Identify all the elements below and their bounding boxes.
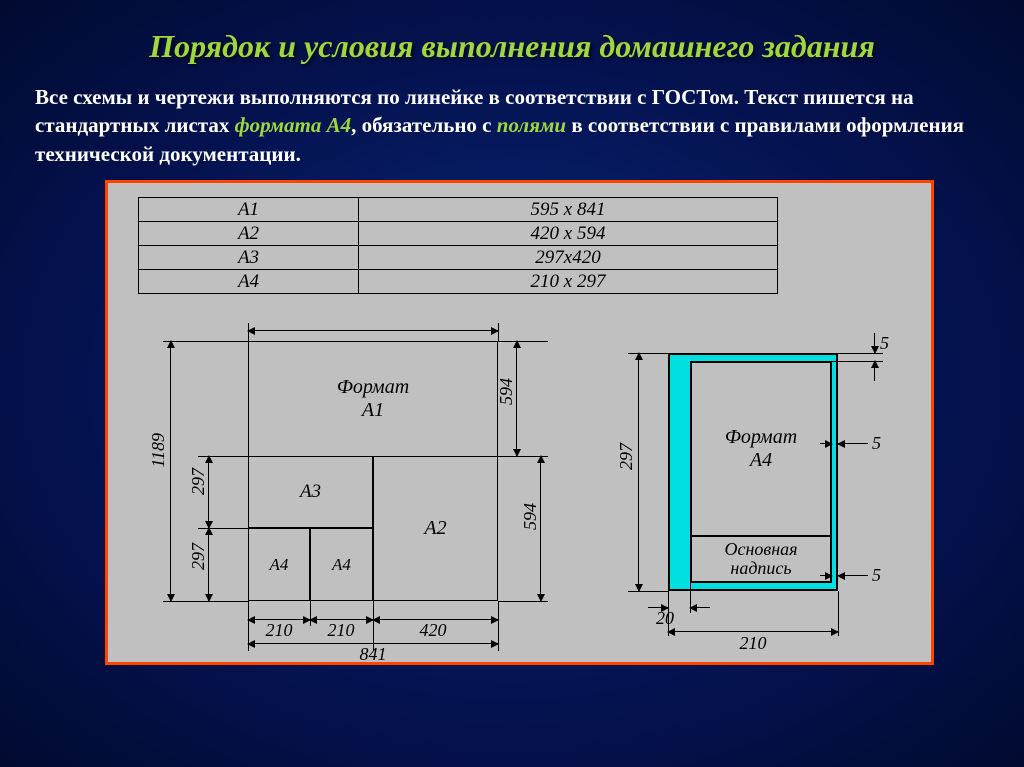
a4-margin-diagram: Формат А4 Основная надпись 297 210 20 bbox=[108, 183, 931, 662]
dim-line-297 bbox=[638, 353, 639, 591]
a4-title-block: Основная надпись bbox=[692, 535, 830, 581]
dim-210: 210 bbox=[728, 633, 778, 654]
slide-title: Порядок и условия выполнения домашнего з… bbox=[0, 0, 1024, 83]
ext-line bbox=[832, 438, 872, 439]
a4-inner: Формат А4 Основная надпись bbox=[690, 361, 832, 583]
intro-paragraph: Все схемы и чертежи выполняются по линей… bbox=[0, 83, 1024, 180]
diagram-panel: А1 595 х 841 А2 420 х 594 А3 297х420 А4 … bbox=[105, 180, 934, 665]
dim-line-m5r2-a bbox=[820, 575, 832, 576]
a4-main-area: Формат А4 bbox=[692, 363, 830, 535]
ext-line bbox=[628, 353, 668, 354]
a4-main-label: Формат А4 bbox=[725, 426, 797, 472]
dim-line-m5t-a bbox=[874, 333, 875, 353]
dim-m5-right-b: 5 bbox=[872, 565, 881, 586]
dim-line-210 bbox=[668, 631, 838, 632]
highlight-format-a4: формата А4 bbox=[235, 113, 351, 137]
dim-line-m5t-b bbox=[874, 361, 875, 381]
dim-line-m5r2-b bbox=[838, 575, 868, 576]
dim-297: 297 bbox=[616, 443, 637, 470]
ext-line bbox=[628, 591, 668, 592]
dim-m5-right-a: 5 bbox=[872, 433, 881, 454]
dim-m20: 20 bbox=[656, 608, 674, 629]
dim-line-m5r1-a bbox=[820, 443, 832, 444]
intro-text-mid: , обязательно с bbox=[351, 113, 497, 137]
dim-line-m5r1-b bbox=[838, 443, 868, 444]
dim-line-m20-r bbox=[690, 607, 710, 608]
a4-title-label: Основная надпись bbox=[724, 540, 797, 578]
dim-m5-top: 5 bbox=[880, 333, 889, 354]
diagram-panel-inner: А1 595 х 841 А2 420 х 594 А3 297х420 А4 … bbox=[108, 183, 931, 662]
highlight-margins: полями bbox=[497, 113, 566, 137]
